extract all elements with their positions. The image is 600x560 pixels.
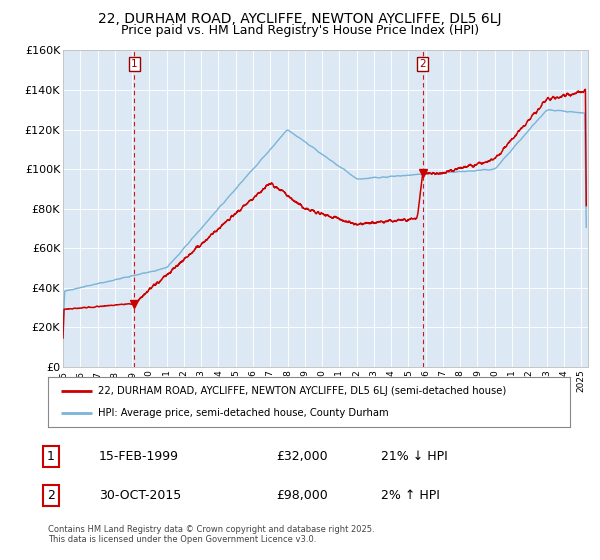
- Text: Contains HM Land Registry data © Crown copyright and database right 2025.
This d: Contains HM Land Registry data © Crown c…: [48, 525, 374, 544]
- Text: £32,000: £32,000: [276, 450, 328, 463]
- Text: 22, DURHAM ROAD, AYCLIFFE, NEWTON AYCLIFFE, DL5 6LJ: 22, DURHAM ROAD, AYCLIFFE, NEWTON AYCLIF…: [98, 12, 502, 26]
- Text: Price paid vs. HM Land Registry's House Price Index (HPI): Price paid vs. HM Land Registry's House …: [121, 24, 479, 37]
- Text: £98,000: £98,000: [276, 489, 328, 502]
- Text: 21% ↓ HPI: 21% ↓ HPI: [381, 450, 448, 463]
- Text: 1: 1: [131, 59, 137, 69]
- Text: 2: 2: [47, 489, 55, 502]
- Text: HPI: Average price, semi-detached house, County Durham: HPI: Average price, semi-detached house,…: [98, 408, 388, 418]
- Text: 30-OCT-2015: 30-OCT-2015: [99, 489, 181, 502]
- Text: 1: 1: [47, 450, 55, 463]
- Text: 15-FEB-1999: 15-FEB-1999: [99, 450, 179, 463]
- Text: 22, DURHAM ROAD, AYCLIFFE, NEWTON AYCLIFFE, DL5 6LJ (semi-detached house): 22, DURHAM ROAD, AYCLIFFE, NEWTON AYCLIF…: [98, 386, 506, 396]
- Text: 2% ↑ HPI: 2% ↑ HPI: [381, 489, 440, 502]
- Text: 2: 2: [419, 59, 426, 69]
